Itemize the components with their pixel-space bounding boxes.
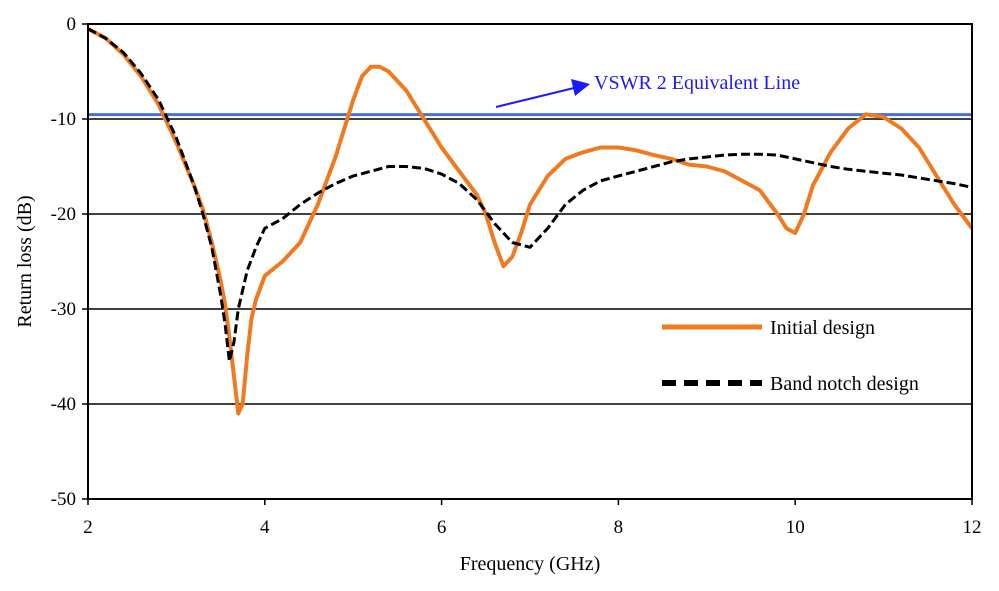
y-tick-label: -50 <box>51 489 76 510</box>
y-tick-label: 0 <box>67 14 77 35</box>
x-tick-label: 10 <box>786 517 805 538</box>
y-tick-label: -30 <box>51 299 76 320</box>
y-tick-label: -10 <box>51 109 76 130</box>
y-axis-title: Return loss (dB) <box>14 195 36 327</box>
annotation-arrow-head <box>571 79 590 96</box>
series-line-band-notch-design <box>87 27 973 363</box>
y-tick-label: -40 <box>51 394 76 415</box>
legend: Initial design Band notch design <box>662 317 919 395</box>
annotation-arrow <box>495 87 575 108</box>
series-group <box>87 27 974 416</box>
x-tick-label: 2 <box>83 517 93 538</box>
annotation: VSWR 2 Equivalent Line <box>495 72 800 108</box>
x-tick-label: 6 <box>437 517 447 538</box>
series-line-initial-design <box>87 27 974 416</box>
axis-ticks: 0 -10 -20 -30 -40 -50 2 4 6 8 10 12 <box>51 14 982 538</box>
x-axis-title: Frequency (GHz) <box>460 553 601 575</box>
annotation-label: VSWR 2 Equivalent Line <box>594 72 800 94</box>
legend-label-initial-design: Initial design <box>770 317 875 339</box>
legend-label-band-notch-design: Band notch design <box>770 373 919 395</box>
gridlines <box>88 118 972 405</box>
y-tick-label: -20 <box>51 204 76 225</box>
x-tick-label: 4 <box>260 517 270 538</box>
x-tick-label: 12 <box>963 517 982 538</box>
x-tick-label: 8 <box>614 517 624 538</box>
plot-frame <box>87 23 973 500</box>
